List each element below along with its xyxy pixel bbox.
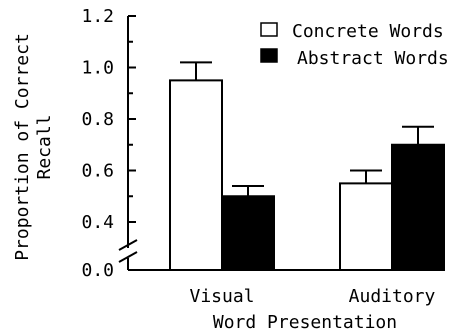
y-axis-label-line2: Recall	[34, 114, 55, 179]
y-tick-label: 1.2	[81, 6, 114, 27]
plot-area: 1.2 1.0 0.8 0.6 0.4 0.0 Visual Auditory	[81, 6, 445, 307]
y-axis-label-line1: Proportion of Correct	[12, 33, 33, 261]
bar	[391, 143, 445, 271]
legend-label-concrete: Concrete Words	[292, 21, 444, 42]
axis-break-mark-upper	[118, 239, 138, 251]
bar	[339, 182, 393, 271]
x-axis-label: Word Presentation	[213, 312, 397, 333]
legend-label-abstract: Abstract Words	[297, 48, 449, 69]
axis-break-mark-lower	[118, 251, 138, 263]
legend-swatch-concrete	[260, 22, 278, 37]
bar	[169, 79, 223, 271]
bar	[221, 195, 275, 271]
y-tick-label: 0.8	[81, 109, 114, 130]
legend-swatch-abstract	[260, 48, 278, 63]
y-tick-label: 0.0	[81, 260, 114, 281]
y-tick-label: 0.4	[81, 212, 114, 233]
y-tick-label: 0.6	[81, 161, 114, 182]
legend: Concrete Words Abstract Words	[260, 21, 449, 69]
y-tick-label: 1.0	[81, 58, 114, 79]
x-tick-label: Visual	[189, 286, 254, 307]
x-tick-label: Auditory	[349, 286, 436, 307]
